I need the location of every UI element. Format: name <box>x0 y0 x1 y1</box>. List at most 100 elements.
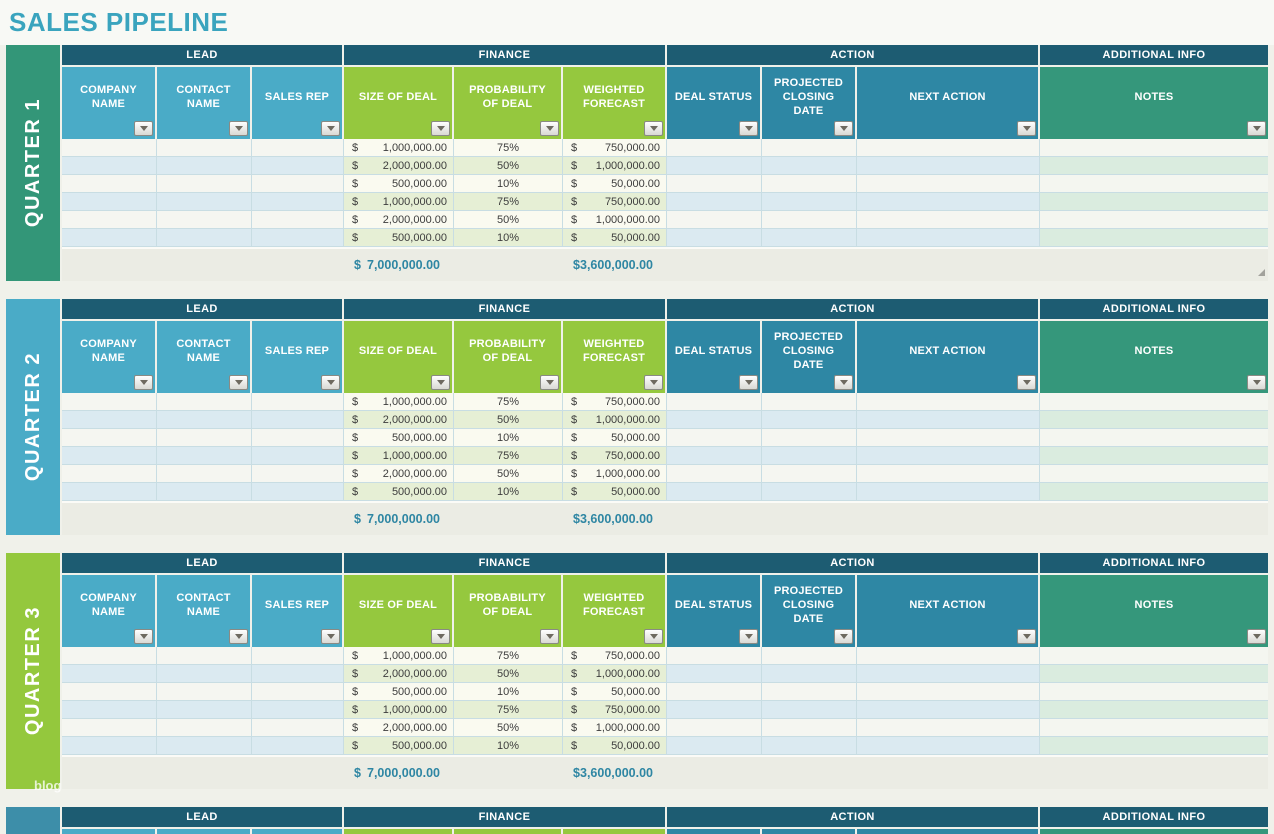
cell-next-action-row-2[interactable] <box>857 157 1040 175</box>
cell-notes-row-3[interactable] <box>1040 683 1268 701</box>
cell-contact-name-row-1[interactable] <box>157 139 252 157</box>
filter-button-next-action[interactable] <box>1017 629 1036 644</box>
cell-next-action-row-3[interactable] <box>857 175 1040 193</box>
cell-company-name-row-3[interactable] <box>62 683 157 701</box>
filter-button-projected-closing-date[interactable] <box>834 121 853 136</box>
cell-weighted-forecast-row-3[interactable]: $50,000.00 <box>563 429 667 447</box>
cell-projected-closing-date-row-5[interactable] <box>762 465 857 483</box>
cell-next-action-row-2[interactable] <box>857 665 1040 683</box>
cell-deal-status-row-3[interactable] <box>667 175 762 193</box>
filter-button-contact-name[interactable] <box>229 375 248 390</box>
cell-weighted-forecast-row-1[interactable]: $750,000.00 <box>563 393 667 411</box>
cell-projected-closing-date-row-5[interactable] <box>762 719 857 737</box>
filter-button-company-name[interactable] <box>134 121 153 136</box>
cell-contact-name-row-3[interactable] <box>157 175 252 193</box>
cell-sales-rep-row-2[interactable] <box>252 665 344 683</box>
filter-button-projected-closing-date[interactable] <box>834 629 853 644</box>
cell-weighted-forecast-row-1[interactable]: $750,000.00 <box>563 139 667 157</box>
cell-projected-closing-date-row-4[interactable] <box>762 193 857 211</box>
cell-probability-of-deal-row-6[interactable]: 10% <box>454 483 563 501</box>
cell-weighted-forecast-row-6[interactable]: $50,000.00 <box>563 483 667 501</box>
cell-deal-status-row-5[interactable] <box>667 211 762 229</box>
cell-deal-status-row-6[interactable] <box>667 229 762 247</box>
cell-weighted-forecast-row-4[interactable]: $750,000.00 <box>563 701 667 719</box>
filter-button-notes[interactable] <box>1247 375 1266 390</box>
cell-size-of-deal-row-5[interactable]: $2,000,000.00 <box>344 465 454 483</box>
cell-probability-of-deal-row-1[interactable]: 75% <box>454 393 563 411</box>
cell-next-action-row-5[interactable] <box>857 719 1040 737</box>
cell-size-of-deal-row-4[interactable]: $1,000,000.00 <box>344 701 454 719</box>
filter-button-deal-status[interactable] <box>739 629 758 644</box>
cell-notes-row-4[interactable] <box>1040 701 1268 719</box>
cell-company-name-row-2[interactable] <box>62 157 157 175</box>
cell-notes-row-5[interactable] <box>1040 465 1268 483</box>
cell-contact-name-row-2[interactable] <box>157 411 252 429</box>
cell-notes-row-5[interactable] <box>1040 719 1268 737</box>
cell-next-action-row-1[interactable] <box>857 139 1040 157</box>
cell-deal-status-row-4[interactable] <box>667 447 762 465</box>
cell-sales-rep-row-4[interactable] <box>252 701 344 719</box>
cell-deal-status-row-3[interactable] <box>667 429 762 447</box>
filter-button-size-of-deal[interactable] <box>431 375 450 390</box>
cell-notes-row-6[interactable] <box>1040 483 1268 501</box>
cell-company-name-row-3[interactable] <box>62 175 157 193</box>
cell-notes-row-2[interactable] <box>1040 411 1268 429</box>
cell-contact-name-row-6[interactable] <box>157 229 252 247</box>
cell-next-action-row-1[interactable] <box>857 393 1040 411</box>
cell-next-action-row-5[interactable] <box>857 465 1040 483</box>
cell-weighted-forecast-row-2[interactable]: $1,000,000.00 <box>563 411 667 429</box>
cell-company-name-row-4[interactable] <box>62 701 157 719</box>
cell-company-name-row-6[interactable] <box>62 737 157 755</box>
cell-next-action-row-1[interactable] <box>857 647 1040 665</box>
cell-size-of-deal-row-5[interactable]: $2,000,000.00 <box>344 719 454 737</box>
cell-notes-row-3[interactable] <box>1040 429 1268 447</box>
cell-notes-row-4[interactable] <box>1040 447 1268 465</box>
cell-notes-row-2[interactable] <box>1040 157 1268 175</box>
cell-projected-closing-date-row-3[interactable] <box>762 175 857 193</box>
cell-deal-status-row-2[interactable] <box>667 157 762 175</box>
cell-size-of-deal-row-1[interactable]: $1,000,000.00 <box>344 393 454 411</box>
cell-projected-closing-date-row-1[interactable] <box>762 139 857 157</box>
filter-button-next-action[interactable] <box>1017 121 1036 136</box>
filter-button-contact-name[interactable] <box>229 629 248 644</box>
cell-projected-closing-date-row-6[interactable] <box>762 229 857 247</box>
cell-company-name-row-6[interactable] <box>62 483 157 501</box>
cell-notes-row-5[interactable] <box>1040 211 1268 229</box>
cell-next-action-row-4[interactable] <box>857 701 1040 719</box>
cell-size-of-deal-row-6[interactable]: $500,000.00 <box>344 737 454 755</box>
cell-notes-row-2[interactable] <box>1040 665 1268 683</box>
cell-sales-rep-row-4[interactable] <box>252 447 344 465</box>
cell-weighted-forecast-row-5[interactable]: $1,000,000.00 <box>563 465 667 483</box>
cell-next-action-row-6[interactable] <box>857 483 1040 501</box>
cell-notes-row-1[interactable] <box>1040 139 1268 157</box>
cell-next-action-row-5[interactable] <box>857 211 1040 229</box>
cell-deal-status-row-6[interactable] <box>667 737 762 755</box>
cell-weighted-forecast-row-2[interactable]: $1,000,000.00 <box>563 665 667 683</box>
cell-next-action-row-3[interactable] <box>857 429 1040 447</box>
cell-weighted-forecast-row-6[interactable]: $50,000.00 <box>563 737 667 755</box>
cell-contact-name-row-6[interactable] <box>157 483 252 501</box>
cell-contact-name-row-6[interactable] <box>157 737 252 755</box>
cell-sales-rep-row-6[interactable] <box>252 229 344 247</box>
cell-contact-name-row-1[interactable] <box>157 647 252 665</box>
filter-button-weighted-forecast[interactable] <box>644 629 663 644</box>
cell-company-name-row-2[interactable] <box>62 411 157 429</box>
cell-contact-name-row-4[interactable] <box>157 701 252 719</box>
cell-probability-of-deal-row-3[interactable]: 10% <box>454 429 563 447</box>
cell-projected-closing-date-row-3[interactable] <box>762 429 857 447</box>
cell-sales-rep-row-4[interactable] <box>252 193 344 211</box>
cell-size-of-deal-row-2[interactable]: $2,000,000.00 <box>344 157 454 175</box>
cell-probability-of-deal-row-4[interactable]: 75% <box>454 447 563 465</box>
cell-weighted-forecast-row-2[interactable]: $1,000,000.00 <box>563 157 667 175</box>
cell-contact-name-row-2[interactable] <box>157 157 252 175</box>
cell-company-name-row-4[interactable] <box>62 193 157 211</box>
cell-probability-of-deal-row-1[interactable]: 75% <box>454 647 563 665</box>
filter-button-size-of-deal[interactable] <box>431 121 450 136</box>
cell-deal-status-row-5[interactable] <box>667 465 762 483</box>
cell-probability-of-deal-row-5[interactable]: 50% <box>454 719 563 737</box>
cell-sales-rep-row-2[interactable] <box>252 157 344 175</box>
cell-notes-row-1[interactable] <box>1040 647 1268 665</box>
cell-probability-of-deal-row-5[interactable]: 50% <box>454 211 563 229</box>
cell-weighted-forecast-row-3[interactable]: $50,000.00 <box>563 683 667 701</box>
cell-projected-closing-date-row-4[interactable] <box>762 447 857 465</box>
